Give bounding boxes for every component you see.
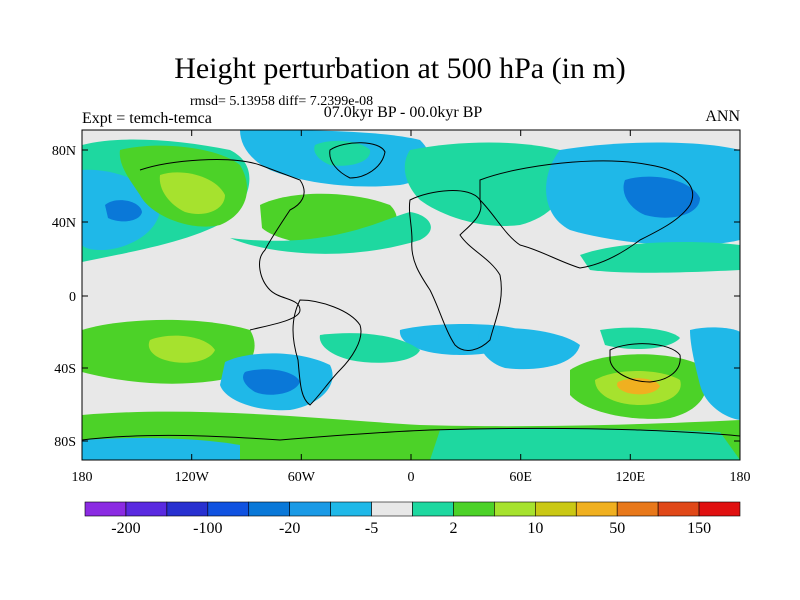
western-pacific-band (580, 242, 740, 273)
season-label: ANN (705, 108, 740, 125)
lon-tick-label: 180 (72, 470, 93, 485)
lon-tick-label: 120W (175, 470, 210, 485)
colorbar-swatch (616, 501, 659, 517)
south-america-low-core (243, 369, 300, 395)
colorbar-label: -5 (365, 520, 378, 537)
asia-outline (479, 160, 693, 269)
latitude-axis: 80N 40N 0 40S 80S (52, 144, 740, 450)
contour-field (82, 130, 740, 460)
colorbar-label: -20 (279, 520, 300, 537)
lat-tick-label: 40N (52, 216, 76, 231)
lon-tick-label: 0 (408, 470, 415, 485)
colorbar-swatch (166, 501, 209, 517)
australia-outline (609, 343, 681, 383)
longitude-axis: 180 120W 60W 0 60E 120E 180 (72, 130, 751, 485)
colorbar-swatch (657, 501, 700, 517)
lon-tick-label: 120E (616, 470, 646, 485)
south-pacific-east-low (690, 327, 740, 420)
colorbar-swatch (698, 501, 741, 517)
lat-tick-label: 40S (54, 362, 76, 377)
lon-tick-label: 60W (288, 470, 316, 485)
colorbar-swatch (371, 501, 413, 517)
east-asia-low-core (623, 176, 700, 218)
north-atlantic-band (230, 212, 431, 254)
colorbar-swatch (453, 501, 495, 517)
greenland-patch (314, 140, 371, 166)
antarctic-band-east (430, 427, 740, 460)
colorbar-swatch (330, 501, 372, 517)
lat-tick-label: 80N (52, 144, 76, 159)
south-atlantic-band (319, 333, 420, 363)
south-pacific-ridge-core (148, 335, 215, 363)
antarctic-low-west (82, 437, 240, 460)
colorbar-swatch (535, 501, 577, 517)
colorbar-swatch (248, 501, 290, 517)
colorbar-swatch (207, 501, 250, 517)
colorbar: -200 -100 -20 -5 2 10 50 150 (84, 501, 741, 537)
north-pacific-low-core (105, 200, 142, 222)
colorbar-label: 150 (687, 520, 711, 537)
colorbar-label: -100 (193, 520, 222, 537)
stats-line: rmsd= 5.13958 diff= 7.2399e-08 (190, 94, 374, 109)
lon-tick-label: 60E (509, 470, 532, 485)
experiment-label: Expt = temch-temca (82, 110, 212, 127)
colorbar-label: 10 (527, 520, 543, 537)
colorbar-label: 50 (609, 520, 625, 537)
colorbar-label: 2 (449, 520, 457, 537)
indian-ocean-patch (600, 327, 680, 350)
chart-title: Height perturbation at 500 hPa (in m) (174, 52, 626, 85)
south-america-outline (292, 299, 362, 406)
lat-tick-label: 0 (69, 290, 76, 305)
north-america-outline (139, 159, 305, 331)
colorbar-swatch (575, 501, 618, 517)
colorbar-swatch (125, 501, 168, 517)
colorbar-swatch (84, 501, 127, 517)
coastlines (82, 142, 740, 441)
colorbar-swatch (289, 501, 331, 517)
north-america-ridge-core (159, 172, 225, 215)
south-indian-low (478, 328, 580, 370)
greenland-outline (329, 142, 386, 179)
lat-tick-label: 80S (54, 435, 76, 450)
eurasia-band (404, 142, 568, 226)
period-label: 07.0kyr BP - 00.0kyr BP (323, 104, 483, 121)
colorbar-swatch (494, 501, 536, 517)
colorbar-swatch (412, 501, 454, 517)
europe-africa-outline (408, 190, 502, 351)
colorbar-label: -200 (111, 520, 140, 537)
antarctica-outline (82, 428, 740, 441)
lon-tick-label: 180 (730, 470, 751, 485)
